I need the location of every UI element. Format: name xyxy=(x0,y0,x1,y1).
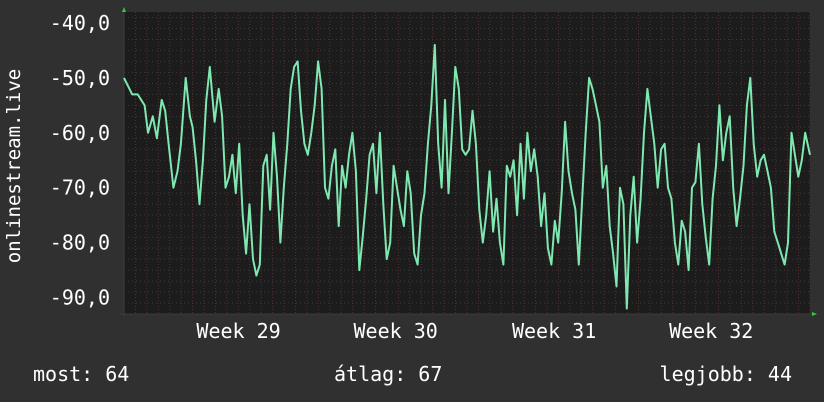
y-tick-label: -60,0 xyxy=(50,121,110,145)
average-value-label: átlag: 67 xyxy=(334,362,443,386)
x-tick-label: Week 29 xyxy=(196,319,280,343)
grid xyxy=(123,12,811,315)
y-axis-label: onlinestream.live xyxy=(3,69,25,263)
current-value-label: most: 64 xyxy=(33,362,130,386)
x-tick-labels: Week 29 Week 30 Week 31 Week 32 xyxy=(196,319,753,343)
series-line xyxy=(123,43,811,310)
x-axis-arrow xyxy=(812,312,817,316)
y-axis-arrow xyxy=(122,7,126,12)
x-tick-label: Week 30 xyxy=(354,319,438,343)
axes xyxy=(120,7,817,316)
best-value-label: legjobb: 44 xyxy=(659,362,792,386)
y-tick-label: -40,0 xyxy=(50,11,110,35)
y-tick-labels: -40,0 -50,0 -60,0 -70,0 -80,0 -90,0 xyxy=(50,11,110,310)
series-layer xyxy=(123,43,811,310)
y-tick-label: -90,0 xyxy=(50,286,110,310)
y-tick-label: -70,0 xyxy=(50,176,110,200)
y-tick-label: -50,0 xyxy=(50,66,110,90)
y-tick-label: -80,0 xyxy=(50,231,110,255)
x-tick-label: Week 32 xyxy=(669,319,753,343)
x-tick-label: Week 31 xyxy=(512,319,596,343)
